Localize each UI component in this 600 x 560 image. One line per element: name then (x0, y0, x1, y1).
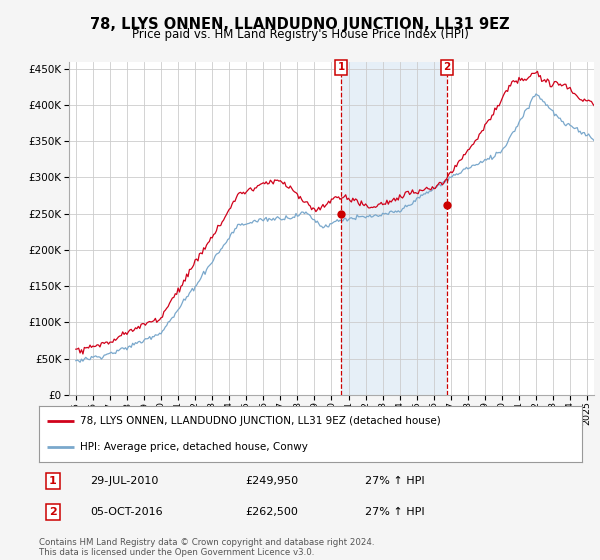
Text: 29-JUL-2010: 29-JUL-2010 (91, 476, 159, 486)
Text: 2: 2 (49, 507, 56, 517)
Text: This data is licensed under the Open Government Licence v3.0.: This data is licensed under the Open Gov… (39, 548, 314, 557)
Text: 2: 2 (443, 62, 451, 72)
Text: £262,500: £262,500 (245, 507, 298, 517)
Text: £249,950: £249,950 (245, 476, 298, 486)
Text: HPI: Average price, detached house, Conwy: HPI: Average price, detached house, Conw… (80, 442, 308, 452)
Text: 78, LLYS ONNEN, LLANDUDNO JUNCTION, LL31 9EZ (detached house): 78, LLYS ONNEN, LLANDUDNO JUNCTION, LL31… (80, 416, 440, 426)
Text: 1: 1 (338, 62, 345, 72)
Text: Price paid vs. HM Land Registry's House Price Index (HPI): Price paid vs. HM Land Registry's House … (131, 28, 469, 41)
Text: 78, LLYS ONNEN, LLANDUDNO JUNCTION, LL31 9EZ: 78, LLYS ONNEN, LLANDUDNO JUNCTION, LL31… (90, 17, 510, 32)
Text: 1: 1 (49, 476, 56, 486)
Text: 27% ↑ HPI: 27% ↑ HPI (365, 476, 424, 486)
Text: Contains HM Land Registry data © Crown copyright and database right 2024.: Contains HM Land Registry data © Crown c… (39, 538, 374, 547)
Text: 27% ↑ HPI: 27% ↑ HPI (365, 507, 424, 517)
Text: 05-OCT-2016: 05-OCT-2016 (91, 507, 163, 517)
Bar (341, 62, 447, 395)
